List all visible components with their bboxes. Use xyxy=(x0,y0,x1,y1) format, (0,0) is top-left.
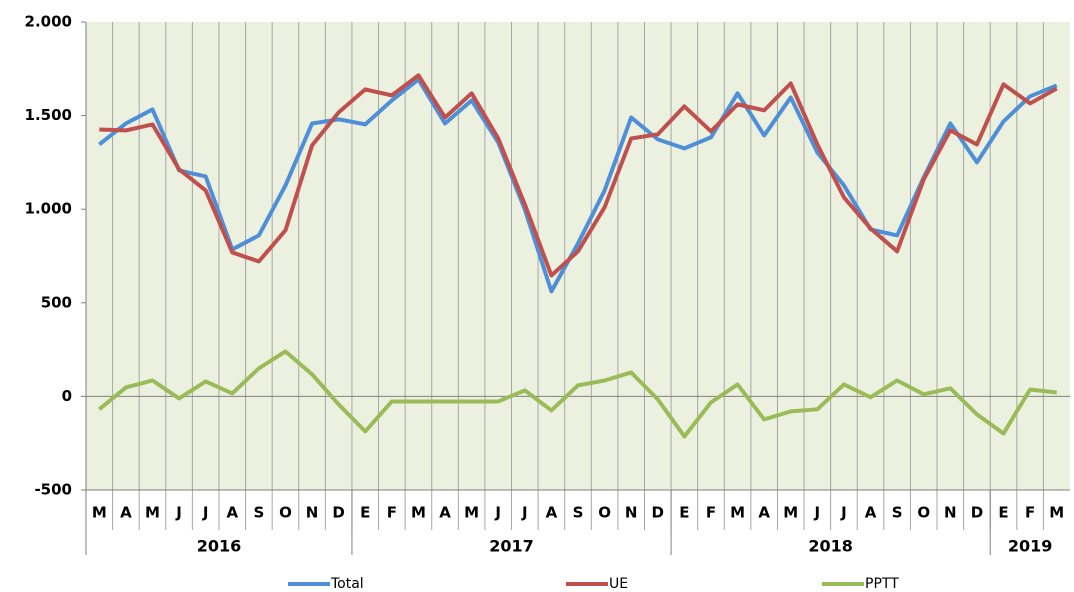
x-tick-label: M xyxy=(145,504,160,522)
x-tick-label: N xyxy=(306,504,319,522)
x-tick-label: D xyxy=(332,504,344,522)
x-tick-label: E xyxy=(360,504,370,522)
y-tick-label: 0 xyxy=(62,387,72,405)
x-tick-label: M xyxy=(730,504,745,522)
x-tick-label: J xyxy=(175,504,182,522)
y-tick-label: 2.000 xyxy=(25,13,72,31)
year-label: 2019 xyxy=(1008,537,1053,556)
year-label: 2018 xyxy=(808,537,853,556)
x-tick-label: M xyxy=(411,504,426,522)
x-tick-label: N xyxy=(625,504,638,522)
year-label: 2016 xyxy=(197,537,242,556)
x-tick-label: M xyxy=(1049,504,1064,522)
x-tick-label: J xyxy=(814,504,821,522)
x-tick-label: E xyxy=(679,504,689,522)
x-tick-label: J xyxy=(494,504,501,522)
x-tick-label: D xyxy=(971,504,983,522)
x-tick-label: A xyxy=(226,504,238,522)
x-tick-label: O xyxy=(279,504,292,522)
x-tick-label: M xyxy=(92,504,107,522)
plot-area xyxy=(86,22,1070,490)
x-tick-label: M xyxy=(464,504,479,522)
legend-label: UE xyxy=(609,576,628,592)
x-tick-label: S xyxy=(253,504,264,522)
year-label: 2017 xyxy=(489,537,534,556)
x-tick-label: A xyxy=(758,504,770,522)
series-line xyxy=(98,349,1057,439)
x-tick-label: J xyxy=(202,504,209,522)
x-tick-label: A xyxy=(865,504,877,522)
y-tick-label: -500 xyxy=(34,481,72,499)
x-tick-label: S xyxy=(573,504,584,522)
y-tick-label: 1.000 xyxy=(25,200,72,218)
y-tick-label: 500 xyxy=(41,293,72,311)
x-tick-label: N xyxy=(944,504,957,522)
x-tick-label: A xyxy=(439,504,451,522)
x-tick-label: A xyxy=(120,504,132,522)
y-tick-label: 1.500 xyxy=(25,106,72,124)
x-tick-label: J xyxy=(840,504,847,522)
x-tick-label: O xyxy=(598,504,611,522)
series-line xyxy=(99,73,1058,278)
x-tick-label: A xyxy=(546,504,558,522)
x-tick-label: M xyxy=(783,504,798,522)
x-tick-label: O xyxy=(917,504,930,522)
x-tick-label: F xyxy=(1025,504,1035,522)
x-tick-label: F xyxy=(706,504,716,522)
x-tick-label: F xyxy=(387,504,397,522)
x-tick-label: E xyxy=(998,504,1008,522)
x-tick-label: J xyxy=(521,504,528,522)
x-tick-label: D xyxy=(652,504,664,522)
legend-label: Total xyxy=(330,576,364,592)
legend-label: PPTT xyxy=(865,576,899,592)
x-tick-label: S xyxy=(892,504,903,522)
series-line xyxy=(98,77,1058,294)
